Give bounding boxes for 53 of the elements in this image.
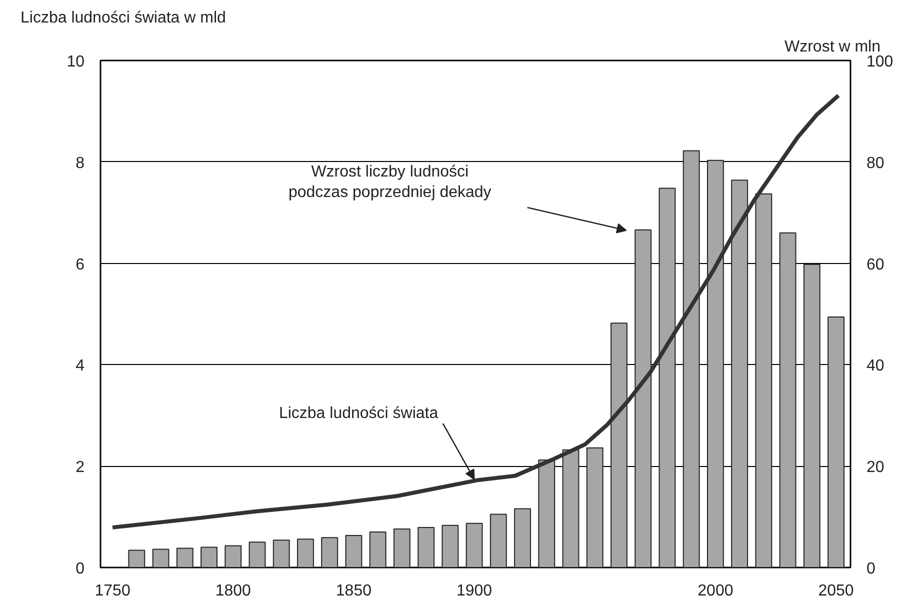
bar bbox=[200, 546, 218, 568]
y2-tick-label: 40 bbox=[866, 358, 884, 375]
x-tick-label: 1850 bbox=[336, 582, 372, 600]
line-series bbox=[110, 93, 840, 530]
y-tick-label: 0 bbox=[76, 560, 85, 578]
y2-tick-label: 0 bbox=[866, 560, 876, 578]
y2-tick-label: 100 bbox=[866, 54, 894, 70]
bar bbox=[779, 232, 796, 568]
y2-tick-label: 60 bbox=[866, 256, 884, 274]
bar bbox=[634, 229, 652, 568]
bar bbox=[128, 550, 146, 568]
bar bbox=[682, 150, 700, 568]
bar bbox=[828, 316, 844, 568]
bar bbox=[490, 514, 507, 568]
x-tick-label: 1750 bbox=[94, 582, 130, 600]
bar bbox=[755, 193, 772, 568]
y-tick-label: 10 bbox=[66, 54, 85, 70]
bar bbox=[514, 508, 531, 568]
bar bbox=[706, 160, 724, 568]
annotation: Liczba ludności świata bbox=[278, 404, 438, 422]
y-tick-label: 2 bbox=[76, 459, 85, 476]
bar bbox=[321, 537, 338, 568]
bar bbox=[224, 545, 242, 568]
y-axis-title: Liczba ludności świata w mld bbox=[20, 10, 226, 26]
bar bbox=[803, 264, 820, 568]
bar bbox=[538, 460, 556, 568]
bar bbox=[466, 522, 483, 568]
bar bbox=[297, 538, 314, 568]
bar bbox=[562, 449, 580, 568]
bar bbox=[152, 548, 170, 568]
bar bbox=[248, 542, 266, 568]
y2-tick-label: 20 bbox=[866, 459, 884, 476]
bar bbox=[393, 528, 410, 568]
bar bbox=[272, 540, 290, 568]
y2-axis-title: Wzrost w mln bbox=[784, 38, 880, 56]
bar bbox=[731, 180, 748, 568]
x-tick-label: 2000 bbox=[698, 582, 734, 600]
bar bbox=[658, 188, 676, 568]
bar bbox=[586, 447, 604, 568]
bar bbox=[345, 535, 362, 568]
x-tick-label: 2050 bbox=[818, 582, 854, 600]
bar bbox=[369, 532, 386, 568]
x-tick-label: 1800 bbox=[215, 582, 252, 600]
bar bbox=[610, 322, 628, 568]
bar bbox=[442, 524, 459, 568]
y2-tick-label: 80 bbox=[866, 154, 884, 172]
y-tick-label: 6 bbox=[76, 256, 85, 274]
bar bbox=[176, 548, 194, 568]
y-tick-label: 4 bbox=[76, 358, 85, 375]
y-tick-label: 8 bbox=[76, 154, 85, 172]
x-tick-label: 1900 bbox=[456, 582, 492, 600]
bar bbox=[418, 526, 435, 568]
annotation: Wzrost liczby ludności podczas poprzedniej dekady bbox=[288, 163, 492, 201]
